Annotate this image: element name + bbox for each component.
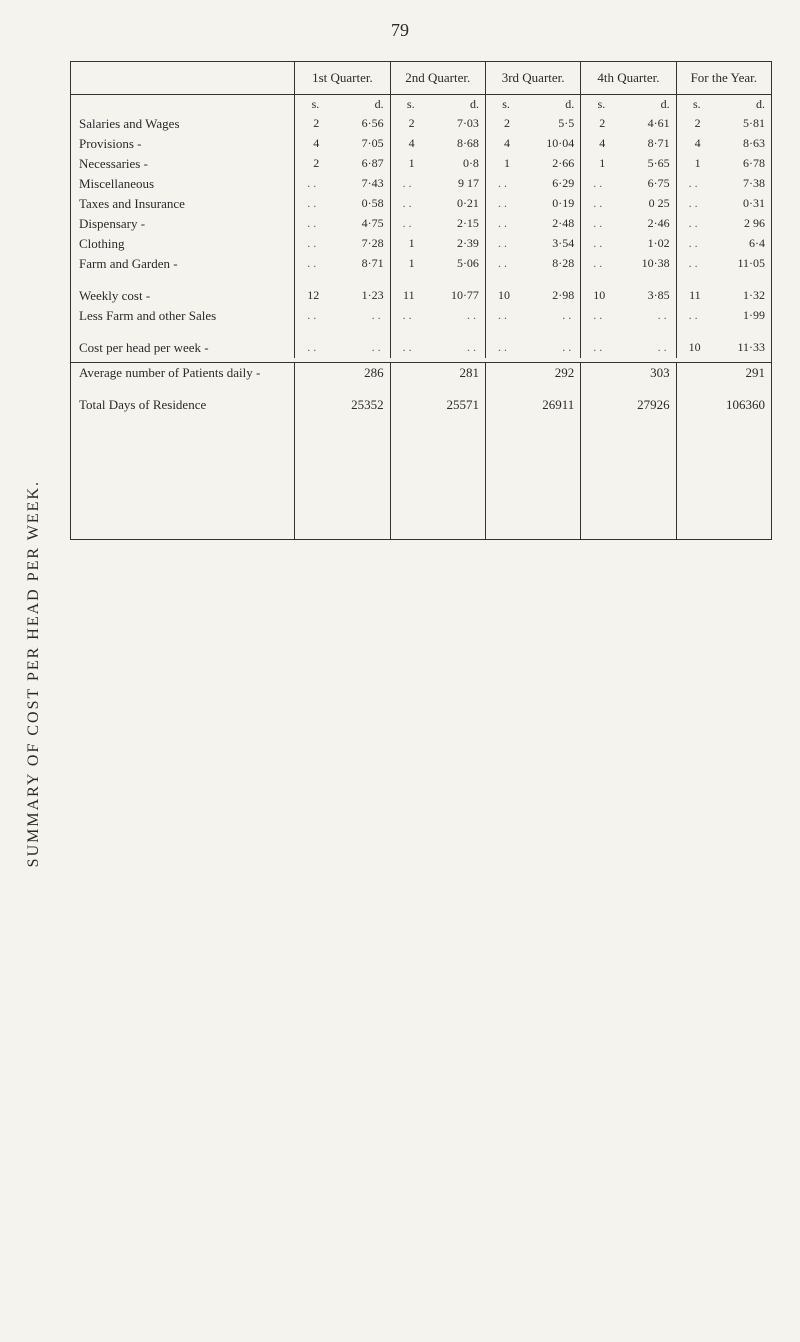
less-farm-row: Less Farm and other Sales .... .... ....… xyxy=(71,306,771,326)
table-row: Miscellaneous..7·43..9 17..6·29..6·75..7… xyxy=(71,174,771,194)
item-value: ..10·38 xyxy=(581,254,676,274)
item-value: ..9 17 xyxy=(390,174,485,194)
item-value: ..0 25 xyxy=(581,194,676,214)
table-row: Taxes and Insurance..0·58..0·21..0·19..0… xyxy=(71,194,771,214)
table-title: SUMMARY OF COST PER HEAD PER WEEK. xyxy=(25,480,43,867)
item-value: ..4·75 xyxy=(295,214,390,234)
item-value: ..0·58 xyxy=(295,194,390,214)
header-q3: 3rd Quarter. xyxy=(485,62,580,95)
item-value: 12·39 xyxy=(390,234,485,254)
item-value: ..1·02 xyxy=(581,234,676,254)
item-value: ..2·46 xyxy=(581,214,676,234)
item-value: ..2 96 xyxy=(676,214,771,234)
item-value: 24·61 xyxy=(581,114,676,134)
item-value: 48·71 xyxy=(581,134,676,154)
item-value: ..2·15 xyxy=(390,214,485,234)
sd-header-row: s.d. s.d. s.d. s.d. s.d. xyxy=(71,95,771,115)
table-row: Dispensary -..4·75..2·15..2·48..2·46..2 … xyxy=(71,214,771,234)
header-year: For the Year. xyxy=(676,62,771,95)
item-value: ..0·19 xyxy=(485,194,580,214)
item-value: 15·65 xyxy=(581,154,676,174)
item-value: ..7·43 xyxy=(295,174,390,194)
item-value: 25·5 xyxy=(485,114,580,134)
item-label: Salaries and Wages xyxy=(71,114,295,134)
table-row: Necessaries -26·8710·812·6615·6516·78 xyxy=(71,154,771,174)
item-value: ..7·28 xyxy=(295,234,390,254)
item-label: Necessaries - xyxy=(71,154,295,174)
item-value: 15·06 xyxy=(390,254,485,274)
item-value: ..7·38 xyxy=(676,174,771,194)
item-value: 48·68 xyxy=(390,134,485,154)
item-label: Farm and Garden - xyxy=(71,254,295,274)
item-value: 27·03 xyxy=(390,114,485,134)
item-value: 10·8 xyxy=(390,154,485,174)
table-header-row: 1st Quarter. 2nd Quarter. 3rd Quarter. 4… xyxy=(71,62,771,95)
item-value: 16·78 xyxy=(676,154,771,174)
item-value: ..0·31 xyxy=(676,194,771,214)
header-q2: 2nd Quarter. xyxy=(390,62,485,95)
table-row: Salaries and Wages26·5627·0325·524·6125·… xyxy=(71,114,771,134)
avg-patients-row: Average number of Patients daily - 286 2… xyxy=(71,363,771,384)
item-value: 26·87 xyxy=(295,154,390,174)
item-value: 25·81 xyxy=(676,114,771,134)
item-value: ..8·28 xyxy=(485,254,580,274)
weekly-cost-row: Weekly cost - 121·23 1110·77 102·98 103·… xyxy=(71,286,771,306)
item-label: Taxes and Insurance xyxy=(71,194,295,214)
total-days-row: Total Days of Residence 25352 25571 2691… xyxy=(71,395,771,415)
table-row: Clothing..7·2812·39..3·54..1·02..6·4 xyxy=(71,234,771,254)
item-label: Dispensary - xyxy=(71,214,295,234)
cost-table: 1st Quarter. 2nd Quarter. 3rd Quarter. 4… xyxy=(70,61,772,540)
header-q4: 4th Quarter. xyxy=(581,62,676,95)
item-value: ..6·29 xyxy=(485,174,580,194)
item-value: ..2·48 xyxy=(485,214,580,234)
table-row: Farm and Garden -..8·7115·06..8·28..10·3… xyxy=(71,254,771,274)
item-value: 47·05 xyxy=(295,134,390,154)
item-value: ..8·71 xyxy=(295,254,390,274)
item-value: ..6·75 xyxy=(581,174,676,194)
item-value: ..11·05 xyxy=(676,254,771,274)
item-value: ..0·21 xyxy=(390,194,485,214)
item-label: Provisions - xyxy=(71,134,295,154)
page-number: 79 xyxy=(20,20,780,41)
item-value: ..6·4 xyxy=(676,234,771,254)
header-blank xyxy=(71,62,295,95)
item-value: 26·56 xyxy=(295,114,390,134)
item-value: 12·66 xyxy=(485,154,580,174)
header-q1: 1st Quarter. xyxy=(295,62,390,95)
item-label: Clothing xyxy=(71,234,295,254)
item-value: 48·63 xyxy=(676,134,771,154)
item-label: Miscellaneous xyxy=(71,174,295,194)
cost-per-head-row: Cost per head per week - .... .... .... … xyxy=(71,338,771,358)
item-value: 410·04 xyxy=(485,134,580,154)
item-value: ..3·54 xyxy=(485,234,580,254)
table-row: Provisions -47·0548·68410·0448·7148·63 xyxy=(71,134,771,154)
